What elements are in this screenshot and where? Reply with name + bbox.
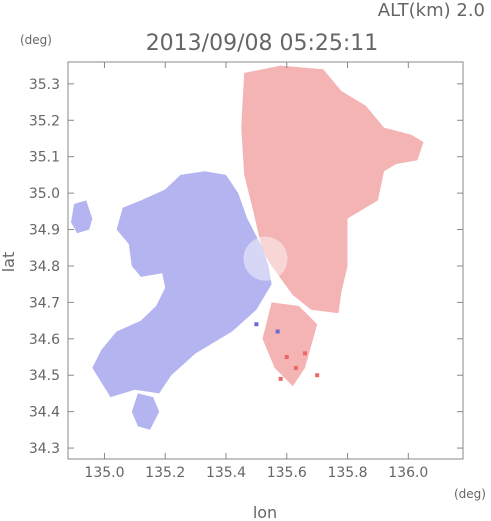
y-tick-label: 34.8 <box>29 259 60 275</box>
approaching-region <box>131 393 160 430</box>
echo-cell <box>284 355 289 360</box>
echo-cell <box>315 373 320 378</box>
y-tick-label: 34.9 <box>29 223 60 239</box>
y-tick-label: 34.5 <box>29 368 60 384</box>
echo-cell <box>303 351 307 356</box>
plot-area: 135.0 135.2 135.4 135.6 135.8 136.0 34.334.43… <box>29 61 464 481</box>
y-tick-label: 34.3 <box>29 441 60 457</box>
altitude-label: ALT(km) 2.0 <box>378 0 485 21</box>
x-ticks: 135.0 135.2 135.4 135.6 135.8 136.0 <box>84 62 428 481</box>
approaching-region <box>92 171 272 398</box>
echo-cell <box>254 322 259 327</box>
y-ticks: 34.3 34.4 34.5 34.6 34.7 34.8 34.9 35.0 35.1 35.2… <box>29 77 463 457</box>
velocity-field <box>71 65 424 430</box>
x-tick-label: 135.4 <box>206 465 246 481</box>
y-tick-label: 34.7 <box>29 295 60 311</box>
y-tick-label: 34.6 <box>29 332 60 348</box>
y-unit-label: (deg) <box>20 33 52 47</box>
receding-region <box>241 65 424 314</box>
y-tick-label: 35.1 <box>29 150 60 166</box>
approaching-region <box>71 200 93 234</box>
y-tick-label: 34.4 <box>29 405 60 421</box>
radar-center-fade <box>243 236 288 281</box>
y-axis-title: lat <box>0 252 18 273</box>
x-tick-label: 135.0 <box>84 465 124 481</box>
echo-cell <box>278 376 283 381</box>
x-unit-label: (deg) <box>454 487 486 501</box>
timestamp-title: 2013/09/08 05:25:11 <box>146 31 379 56</box>
x-tick-label: 135.6 <box>267 465 307 481</box>
y-tick-label: 35.2 <box>29 113 60 129</box>
y-tick-label: 35.3 <box>29 77 60 93</box>
echo-cells <box>254 322 320 381</box>
plot-frame <box>67 61 464 460</box>
x-tick-label: 136.0 <box>388 465 428 481</box>
y-tick-label: 35.0 <box>29 186 60 202</box>
x-tick-label: 135.8 <box>327 465 367 481</box>
echo-cell <box>293 365 298 370</box>
x-tick-label: 135.2 <box>145 465 185 481</box>
echo-cell <box>275 329 280 334</box>
receding-region <box>262 302 318 387</box>
x-axis-title: lon <box>253 503 277 521</box>
